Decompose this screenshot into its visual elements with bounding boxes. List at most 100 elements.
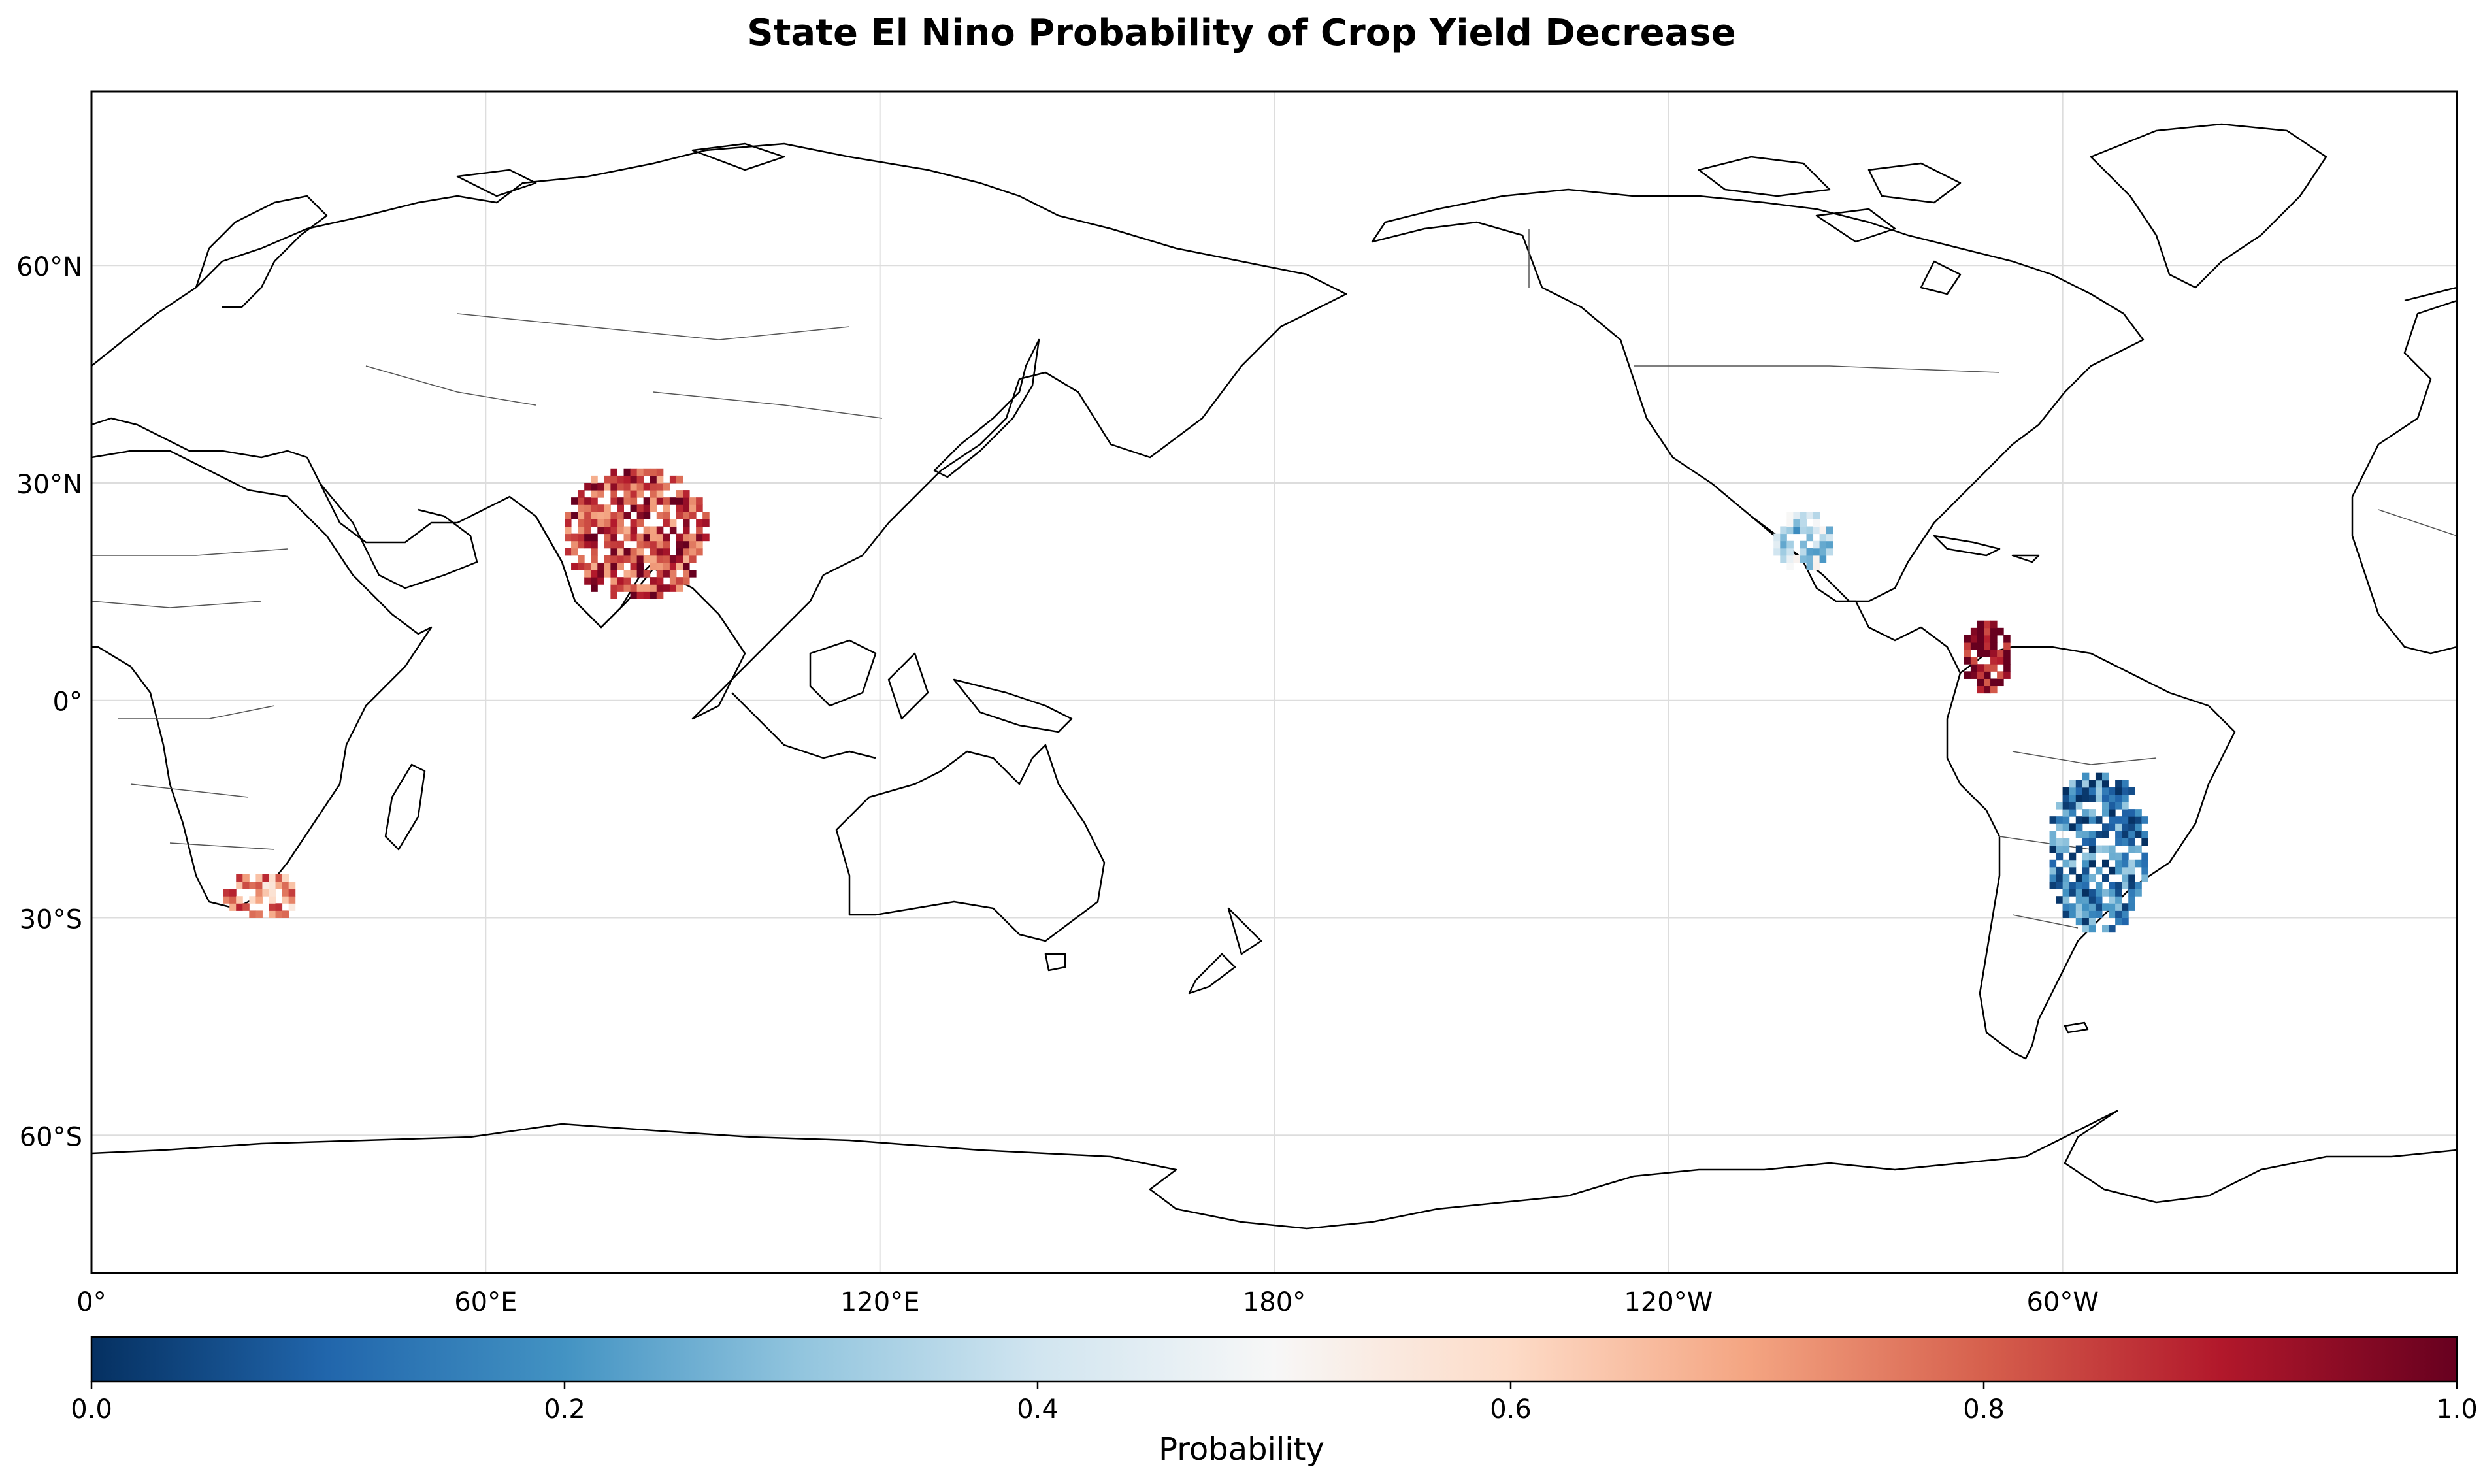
probability-cell xyxy=(643,504,651,512)
probability-cell xyxy=(591,482,598,491)
probability-cell xyxy=(696,548,703,556)
probability-cell xyxy=(1773,548,1781,556)
probability-cell xyxy=(597,519,604,527)
probability-cell xyxy=(2049,866,2057,875)
probability-cell xyxy=(2088,816,2096,824)
probability-cell xyxy=(269,889,276,897)
probability-cell xyxy=(2082,917,2090,926)
probability-cell xyxy=(2082,903,2090,911)
probability-cell xyxy=(2122,866,2129,875)
probability-cell xyxy=(591,512,598,519)
probability-cell xyxy=(650,562,657,570)
probability-cell xyxy=(656,577,664,585)
probability-cell xyxy=(249,882,256,889)
probability-cell xyxy=(597,562,604,570)
colorbar-tick-label: 1.0 xyxy=(2436,1394,2478,1425)
probability-cell xyxy=(2075,794,2083,802)
probability-cell xyxy=(249,910,256,918)
probability-cell xyxy=(2128,816,2135,824)
probability-cell xyxy=(2128,903,2135,911)
probability-cell xyxy=(2049,845,2057,853)
probability-cell xyxy=(650,497,657,505)
probability-cell xyxy=(2141,866,2148,875)
probability-cell xyxy=(2075,816,2083,824)
gridlines xyxy=(91,91,2457,1273)
probability-cell xyxy=(2062,882,2070,889)
probability-cell xyxy=(604,482,611,491)
probability-cell xyxy=(1970,642,1978,650)
probability-cell xyxy=(2095,882,2103,889)
probability-cell xyxy=(636,533,644,542)
probability-cell xyxy=(2088,889,2096,897)
probability-cell xyxy=(2135,816,2142,824)
probability-cell xyxy=(1800,519,1807,527)
probability-cell xyxy=(683,548,690,556)
probability-cell xyxy=(610,497,617,505)
lat-tick-label: 60°S xyxy=(20,1122,82,1152)
probability-cell xyxy=(604,526,611,535)
probability-cell xyxy=(643,497,651,505)
probability-cell xyxy=(610,533,617,542)
probability-cell xyxy=(2122,882,2129,889)
probability-cell xyxy=(1786,562,1794,570)
probability-cell xyxy=(269,903,276,911)
probability-cell xyxy=(604,562,611,570)
probability-cell xyxy=(656,512,664,519)
probability-cell xyxy=(617,584,624,592)
probability-cell xyxy=(604,540,611,549)
probability-cell xyxy=(610,519,617,527)
probability-cell xyxy=(2056,882,2064,889)
probability-cell xyxy=(236,882,243,889)
probability-cell xyxy=(2122,917,2129,926)
coastlines xyxy=(91,123,2457,1230)
tasmania-coastline xyxy=(1044,953,1066,972)
probability-cell xyxy=(2082,925,2090,933)
probability-cell xyxy=(669,555,677,563)
probability-cell xyxy=(696,504,703,512)
probability-cell xyxy=(683,519,690,527)
probability-cell xyxy=(275,910,283,918)
probability-cell xyxy=(2082,874,2090,882)
probability-cell xyxy=(2069,859,2077,868)
probability-cell xyxy=(623,497,631,505)
probability-cell xyxy=(617,497,624,505)
probability-cell xyxy=(2102,772,2109,781)
probability-cell xyxy=(1793,555,1800,563)
probability-cell xyxy=(696,497,703,505)
probability-cell xyxy=(663,512,670,519)
probability-cell xyxy=(683,555,690,563)
probability-cell xyxy=(2069,889,2077,897)
probability-cell xyxy=(650,548,657,556)
probability-cell xyxy=(2088,903,2096,911)
probability-cell xyxy=(2082,809,2090,817)
probability-cell xyxy=(689,555,697,563)
lon-tick-label: 0° xyxy=(76,1287,106,1317)
probability-cell xyxy=(2102,794,2109,802)
probability-cell xyxy=(597,577,604,585)
probability-cell xyxy=(2115,780,2122,788)
probability-cell xyxy=(249,896,256,904)
probability-cell xyxy=(1813,548,1820,556)
probability-cell xyxy=(2115,910,2122,918)
probability-cell xyxy=(2102,925,2109,933)
probability-cell xyxy=(1984,620,1991,629)
probability-cell xyxy=(2115,917,2122,926)
probability-cell xyxy=(584,526,591,535)
probability-cell xyxy=(2122,852,2129,861)
probability-cell xyxy=(2109,787,2116,795)
probability-cell xyxy=(2141,816,2148,824)
probability-cell xyxy=(2128,831,2135,838)
probability-cell xyxy=(2056,845,2064,853)
probability-cell xyxy=(656,526,664,535)
probability-cell xyxy=(2056,874,2064,882)
probability-cell xyxy=(676,475,683,484)
probability-cell xyxy=(1970,635,1978,643)
probability-cell xyxy=(610,512,617,519)
probability-cell xyxy=(643,526,651,535)
probability-cell xyxy=(229,903,237,911)
probability-cell xyxy=(1793,519,1800,527)
probability-cell xyxy=(2095,845,2103,853)
probability-cell xyxy=(1813,519,1820,527)
probability-cell xyxy=(683,570,690,578)
probability-cell xyxy=(584,482,591,491)
